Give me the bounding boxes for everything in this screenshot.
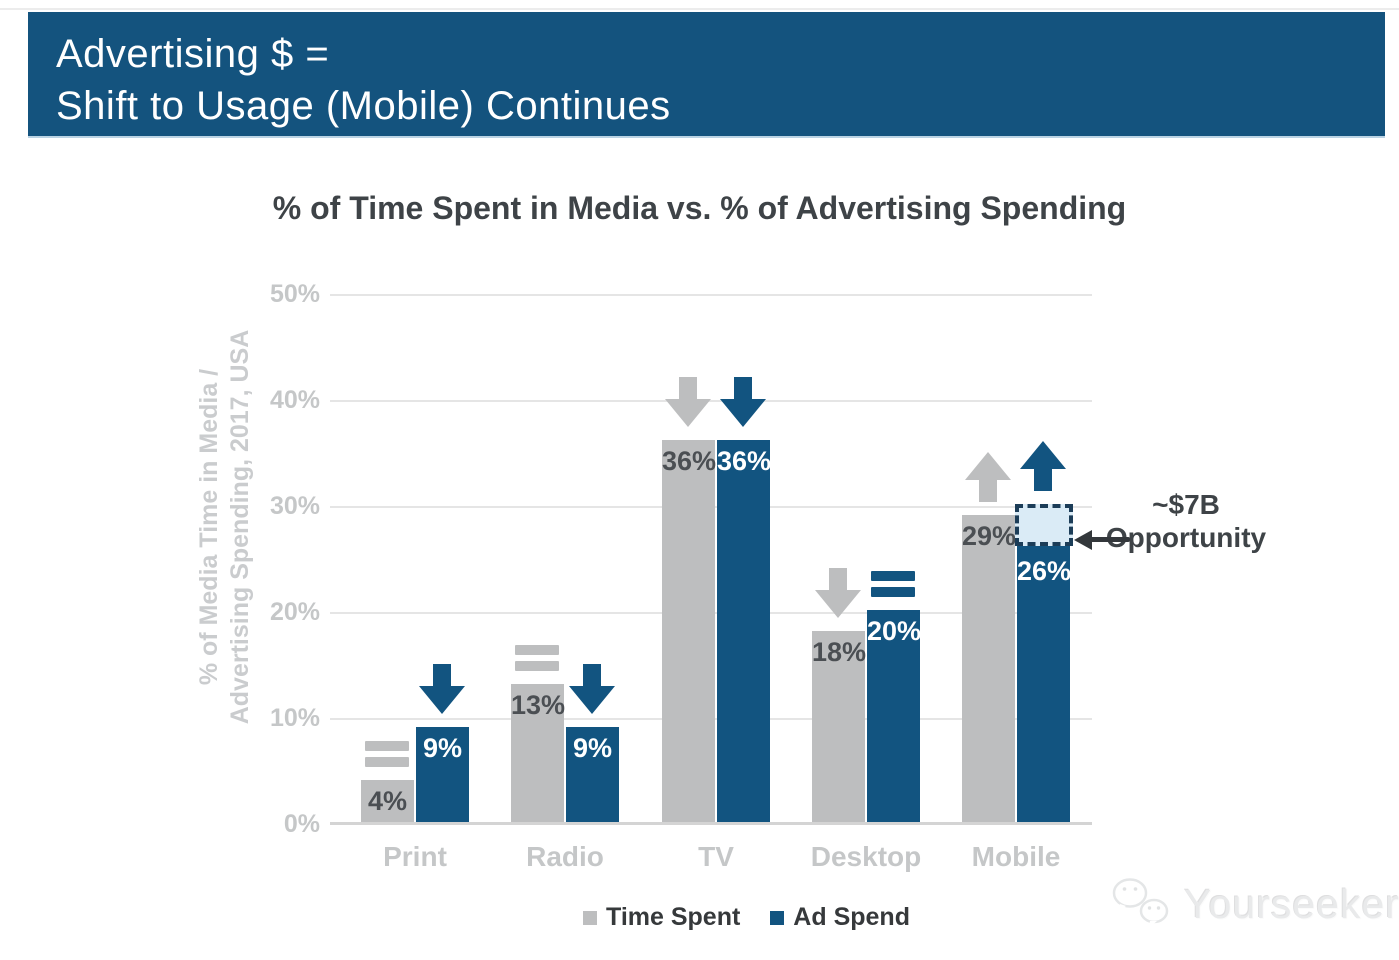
trend-equal-icon-desktop-ad-spend [870,571,916,602]
bar-desktop-ad-spend: 20% [867,610,922,822]
trend-up-icon-mobile-time-spent [965,451,1011,507]
bar-value-tv-time-spent: 36% [662,446,717,477]
bar-value-radio-ad-spend: 9% [572,732,613,763]
bar-desktop-time-spent: 18% [812,631,867,822]
opportunity-annotation-line1: ~$7B [1152,489,1220,520]
opportunity-annotation: ~$7B Opportunity [1086,488,1286,554]
y-tick-30%: 30% [269,492,320,520]
y-axis-label-line1: % of Media Time in Media / [195,368,223,686]
gridline-50% [330,294,1092,296]
bar-radio-ad-spend: 9% [566,726,619,822]
opportunity-annotation-line2: Opportunity [1105,522,1267,553]
watermark-text: Yourseeker [1184,880,1399,927]
bar-mobile-ad-spend: 26% [1017,546,1072,822]
bar-value-print-ad-spend: 9% [422,732,463,763]
y-tick-0%: 0% [283,810,320,838]
trend-down-icon-print-ad-spend [419,663,465,719]
gridline-40% [330,400,1092,402]
slide-top-edge [0,8,1399,10]
legend-swatch-time-spent [583,910,597,925]
annotation-arrow-shaft [1090,537,1130,542]
header-title-line2: Shift to Usage (Mobile) Continues [56,84,671,128]
chart-legend: Time Spent Ad Spend [583,903,910,932]
trend-down-icon-tv-ad-spend [720,377,766,432]
bar-value-tv-ad-spend: 36% [717,446,772,477]
legend-swatch-ad-spend [770,910,785,925]
bar-tv-time-spent: 36% [662,440,717,822]
wechat-logo-icon [1112,878,1169,928]
x-tick-desktop: Desktop [810,841,922,872]
y-tick-10%: 10% [269,704,320,732]
trend-up-icon-mobile-ad-spend [1020,441,1066,496]
trend-equal-icon-print-time-spent [364,740,410,772]
x-tick-radio: Radio [526,841,604,872]
bar-mobile-time-spent: 29% [962,514,1017,822]
trend-down-icon-tv-time-spent [665,377,711,432]
annotation-left-arrow-icon [1074,530,1092,550]
chart-plot: 0% 10% 20% 30% 40% 50% Print Radio TV Desktop Mobi… [270,280,1092,872]
bar-value-mobile-time-spent: 29% [962,520,1017,551]
watermark: Yourseeker [1110,875,1399,933]
bar-value-desktop-time-spent: 18% [812,637,867,668]
legend-item-ad-spend: Ad Spend [770,903,910,932]
x-tick-tv: TV [698,841,734,872]
legend-item-time-spent: Time Spent [583,903,740,932]
bar-print-time-spent: 4% [361,779,414,822]
legend-label-time-spent: Time Spent [606,903,741,931]
trend-equal-icon-radio-time-spent [514,645,560,676]
bar-value-radio-time-spent: 13% [511,690,566,721]
bar-value-desktop-ad-spend: 20% [867,616,922,646]
header-banner: Advertising $ = Shift to Usage (Mobile) … [28,12,1385,138]
legend-label-ad-spend: Ad Spend [793,903,910,931]
bar-value-print-time-spent: 4% [367,785,408,816]
trend-down-icon-desktop-time-spent [815,568,861,623]
y-tick-50%: 50% [269,280,320,308]
opportunity-box [1015,504,1073,547]
x-tick-print: Print [383,841,447,872]
x-tick-mobile: Mobile [971,841,1061,872]
trend-down-icon-radio-ad-spend [569,663,615,719]
bar-radio-time-spent: 13% [511,684,566,822]
chart-title: % of Time Spent in Media vs. % of Advert… [272,190,1127,226]
header-title-line1: Advertising $ = [56,32,330,76]
bar-tv-ad-spend: 36% [717,440,772,822]
y-tick-20%: 20% [269,598,320,626]
y-tick-40%: 40% [269,386,320,414]
bar-value-mobile-ad-spend: 26% [1017,556,1072,587]
bar-print-ad-spend: 9% [416,726,469,822]
